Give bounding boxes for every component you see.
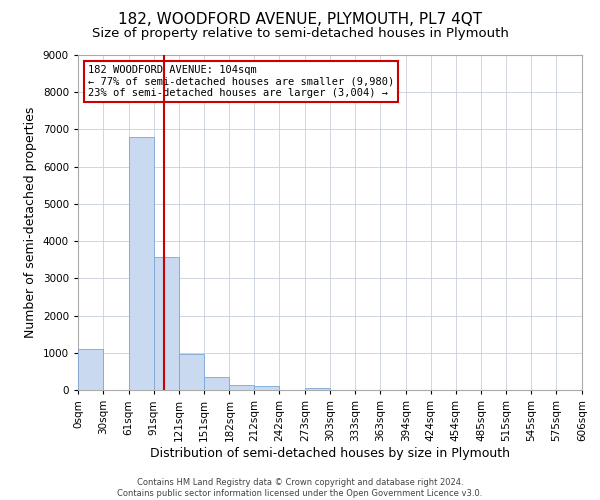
Y-axis label: Number of semi-detached properties: Number of semi-detached properties [24, 107, 37, 338]
Text: Contains HM Land Registry data © Crown copyright and database right 2024.
Contai: Contains HM Land Registry data © Crown c… [118, 478, 482, 498]
Bar [154, 258, 179, 390]
Text: 182 WOODFORD AVENUE: 104sqm
← 77% of semi-detached houses are smaller (9,980)
23: 182 WOODFORD AVENUE: 104sqm ← 77% of sem… [88, 65, 394, 98]
Bar [203, 378, 229, 390]
Bar [78, 349, 103, 390]
X-axis label: Distribution of semi-detached houses by size in Plymouth: Distribution of semi-detached houses by … [150, 446, 510, 460]
Bar [305, 388, 330, 390]
Bar [129, 137, 154, 390]
Bar [179, 354, 203, 390]
Text: Size of property relative to semi-detached houses in Plymouth: Size of property relative to semi-detach… [92, 28, 508, 40]
Bar [254, 386, 279, 390]
Text: 182, WOODFORD AVENUE, PLYMOUTH, PL7 4QT: 182, WOODFORD AVENUE, PLYMOUTH, PL7 4QT [118, 12, 482, 28]
Bar [229, 385, 254, 390]
